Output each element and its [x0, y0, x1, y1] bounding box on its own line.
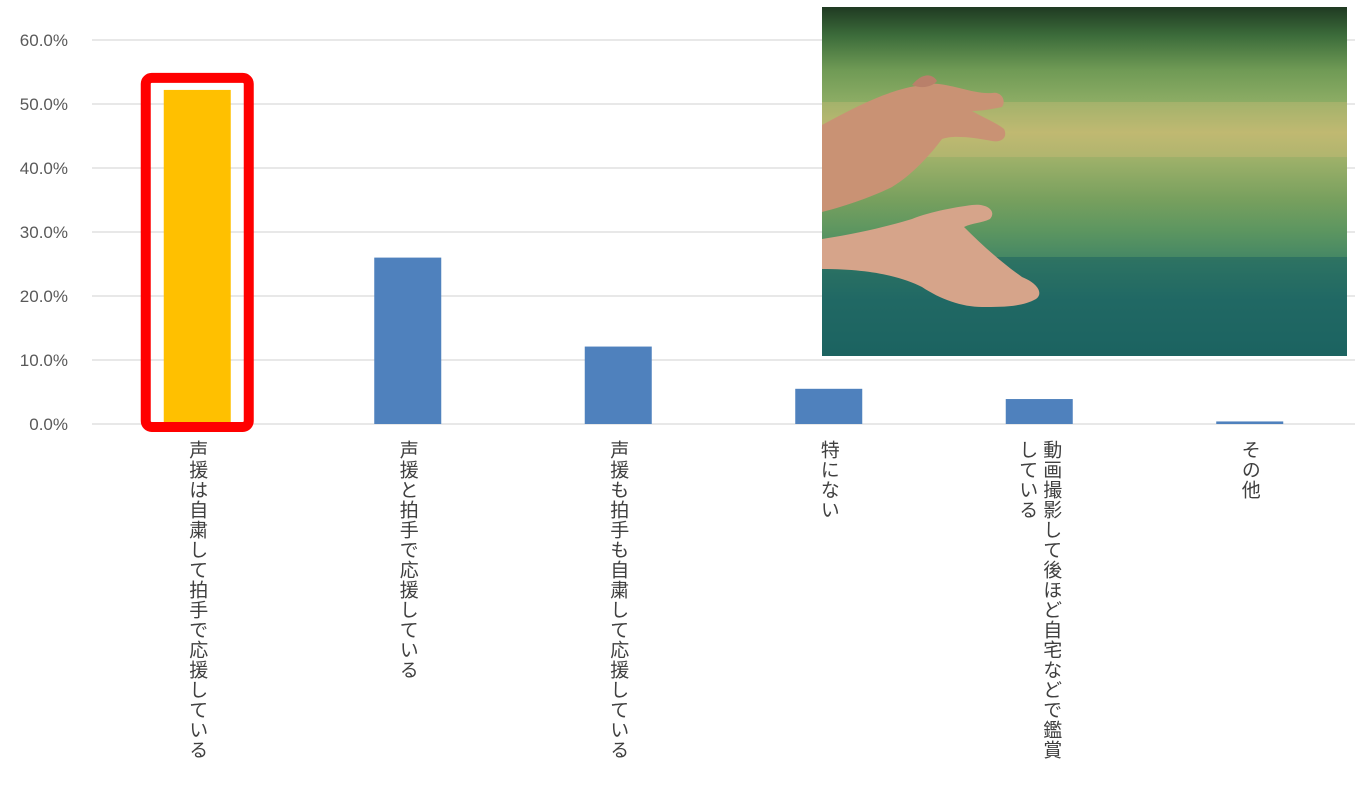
category-label-4: 特にない [817, 440, 840, 520]
y-tick-label: 50.0% [20, 95, 68, 114]
clapping-hands-photo [822, 7, 1347, 356]
category-label-5: 動画撮影して後ほど自宅などで鑑賞 している [1016, 440, 1063, 760]
y-tick-label: 60.0% [20, 31, 68, 50]
y-tick-label: 20.0% [20, 287, 68, 306]
y-tick-label: 10.0% [20, 351, 68, 370]
category-label-2: 声援と拍手で応援している [396, 440, 419, 680]
y-tick-label: 0.0% [29, 415, 68, 434]
bar-6 [1216, 421, 1284, 424]
bar-2 [374, 257, 442, 424]
category-label-1: 声援は自粛して拍手で応援している [186, 440, 209, 760]
category-label-3: 声援も拍手も自粛して応援している [607, 440, 630, 760]
bar-1 [163, 89, 231, 425]
y-tick-label: 30.0% [20, 223, 68, 242]
category-label-6: その他 [1238, 440, 1261, 500]
bar-5 [1005, 399, 1073, 424]
highlight-frame [140, 72, 254, 432]
y-tick-label: 40.0% [20, 159, 68, 178]
bar-4 [795, 388, 863, 424]
bar-3 [584, 346, 652, 424]
